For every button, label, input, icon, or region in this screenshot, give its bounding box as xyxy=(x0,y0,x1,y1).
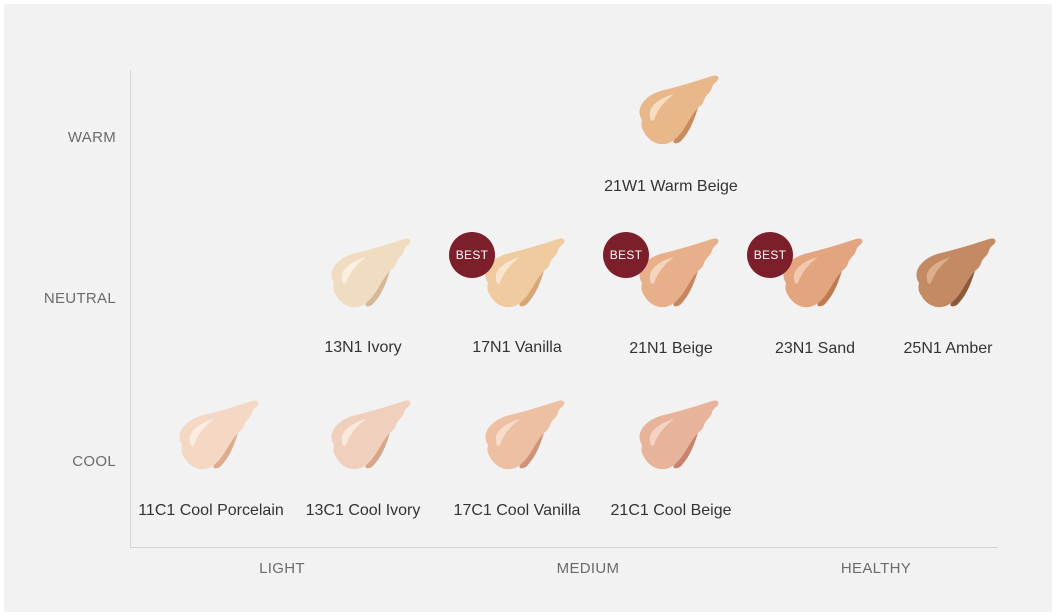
swatch-smear-icon xyxy=(485,400,565,470)
swatch-smear-icon xyxy=(179,400,259,470)
swatch-smear-icon xyxy=(639,400,719,470)
shade-name: 13C1 Cool Ivory xyxy=(305,502,421,519)
shade-name: 17C1 Cool Vanilla xyxy=(453,502,581,519)
col-label-medium: MEDIUM xyxy=(556,560,620,577)
col-label-healthy: HEALTHY xyxy=(840,560,912,577)
best-badge: BEST xyxy=(603,232,649,278)
shade-name: 17N1 Vanilla xyxy=(472,339,562,356)
col-label-light: LIGHT xyxy=(259,560,305,577)
shade-name: 25N1 Amber xyxy=(903,340,993,357)
x-axis-line xyxy=(130,547,998,548)
swatch-smear-icon xyxy=(783,238,863,308)
shade-name: 23N1 Sand xyxy=(774,340,856,357)
swatch-smear-icon xyxy=(485,238,565,308)
swatch-smear-icon xyxy=(639,238,719,308)
row-label-neutral: NEUTRAL xyxy=(43,290,116,307)
shade-name: 21C1 Cool Beige xyxy=(610,502,732,519)
shade-name: 13N1 Ivory xyxy=(324,339,402,356)
shade-name: 21N1 Beige xyxy=(629,340,713,357)
best-badge: BEST xyxy=(747,232,793,278)
y-axis-line xyxy=(130,70,131,548)
row-label-cool: COOL xyxy=(72,453,116,470)
shade-name: 21W1 Warm Beige xyxy=(604,178,738,195)
shade-chart-panel xyxy=(4,4,1052,612)
shade-name: 11C1 Cool Porcelain xyxy=(138,502,284,519)
swatch-smear-icon xyxy=(639,75,719,145)
row-label-warm: WARM xyxy=(67,129,116,146)
best-badge: BEST xyxy=(449,232,495,278)
swatch-smear-icon xyxy=(916,238,996,308)
swatch-smear-icon xyxy=(331,238,411,308)
swatch-smear-icon xyxy=(331,400,411,470)
